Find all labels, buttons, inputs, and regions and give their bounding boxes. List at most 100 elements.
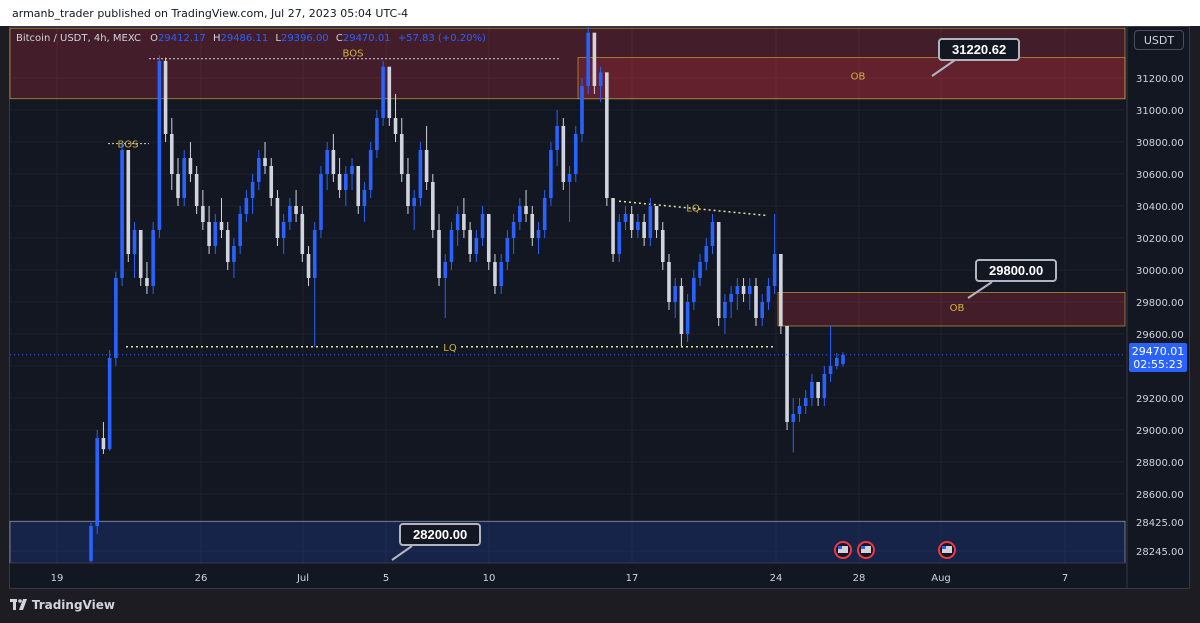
x-tick-label: Aug [931, 573, 951, 584]
callout-bottom[interactable]: 28200.00 [399, 523, 482, 546]
candle-body [542, 198, 547, 230]
candle-body [294, 206, 298, 214]
lq-label-bottom: LQ [443, 343, 457, 354]
candle-body [468, 230, 472, 254]
lq-label-top: LQ [686, 204, 700, 215]
candle-body [362, 190, 367, 206]
current-price-tag: 29470.01 02:55:23 [1129, 343, 1187, 372]
candle-body [499, 262, 503, 286]
candle-body [269, 166, 274, 198]
candle-body [176, 174, 180, 198]
x-tick-label: 28 [853, 573, 866, 584]
candle-body [319, 174, 323, 230]
tradingview-logo[interactable]: TradingView [10, 598, 115, 612]
candle-body [611, 198, 615, 254]
candle-body [797, 406, 802, 414]
candle-body [754, 286, 758, 318]
candle-body [107, 358, 112, 450]
candle-body [399, 134, 404, 174]
candle-body [257, 158, 261, 182]
candle-body [679, 286, 684, 334]
x-tick-label: 17 [626, 573, 639, 584]
candle-body [462, 214, 466, 230]
chart-frame[interactable] [9, 26, 1190, 589]
candle-body [443, 262, 448, 278]
candle-body [648, 206, 653, 238]
callout-pointer-top [931, 59, 956, 77]
event-flag-canton [942, 546, 946, 549]
candle-body [356, 166, 361, 206]
candle-body [480, 214, 485, 238]
candle-body [344, 174, 348, 190]
candle-body [505, 238, 510, 262]
publisher-text: armanb_trader published on TradingView.c… [12, 7, 409, 20]
candle-countdown: 02:55:23 [1133, 358, 1183, 371]
event-flag-stripes [861, 546, 871, 553]
symbol-name: Bitcoin / USDT, 4h, MEXC [16, 33, 141, 44]
candle-body [536, 230, 541, 238]
candle-body [549, 150, 553, 198]
candle-body [89, 526, 93, 561]
close-value: 29470.01 [342, 33, 391, 44]
symbol-legend: Bitcoin / USDT, 4h, MEXC O29412.17 H2948… [16, 33, 486, 44]
candle-body [493, 262, 497, 286]
candle-body [673, 286, 677, 302]
x-tick-label: 10 [483, 573, 496, 584]
candle-body [605, 72, 609, 198]
x-tick-label: 24 [770, 573, 783, 584]
candle-body [194, 174, 199, 206]
callout-pointer-mid [967, 281, 993, 299]
y-tick-label: 30400.00 [1136, 202, 1184, 213]
candle-body [685, 302, 690, 334]
callout-top[interactable]: 31220.62 [938, 38, 1021, 61]
low-label: L [275, 33, 281, 44]
candle-body [729, 294, 733, 302]
candle-body [629, 214, 634, 230]
tradingview-brand: TradingView [31, 598, 115, 612]
callout-mid[interactable]: 29800.00 [975, 259, 1058, 282]
candle-body [586, 32, 590, 86]
y-tick-label: 29200.00 [1136, 394, 1184, 405]
candle-body [182, 158, 187, 198]
candle-body [95, 438, 100, 527]
candle-body [375, 118, 379, 150]
candle-body [219, 222, 224, 230]
zone-box [9, 520, 1126, 564]
candle-body [561, 126, 566, 182]
candle-body [723, 302, 727, 318]
ob-label-top: OB [851, 72, 866, 83]
candle-body [642, 222, 646, 238]
candle-body [300, 214, 305, 254]
candle-body [803, 398, 808, 406]
candle-body [387, 66, 392, 118]
candle-body [207, 222, 211, 246]
candle-body [791, 414, 796, 422]
candle-body [486, 214, 491, 262]
candle-body [151, 230, 155, 286]
candle-body [288, 206, 292, 222]
callout-pointer-bottom [391, 545, 413, 561]
high-label: H [212, 33, 221, 44]
candle-body [213, 222, 218, 246]
candle-body [760, 302, 765, 318]
ob-label-mid: OB [950, 303, 965, 314]
candle-body [598, 72, 603, 86]
candle-body [188, 158, 193, 174]
candle-body [437, 230, 441, 278]
candle-body [567, 174, 572, 182]
candle-body [449, 230, 454, 262]
event-flag-canton [838, 546, 842, 549]
footer-bar [0, 592, 1200, 623]
candle-body [331, 150, 336, 174]
candle-body [710, 222, 715, 246]
y-tick-label: 28800.00 [1136, 458, 1184, 469]
candle-body [275, 198, 280, 238]
close-label: C [335, 33, 343, 44]
candle-body [232, 246, 236, 262]
candle-body [145, 278, 149, 286]
currency-button[interactable]: USDT [1134, 30, 1184, 50]
candle-body [779, 254, 783, 326]
candle-body [306, 254, 311, 278]
y-tick-label: 28245.00 [1136, 547, 1184, 558]
